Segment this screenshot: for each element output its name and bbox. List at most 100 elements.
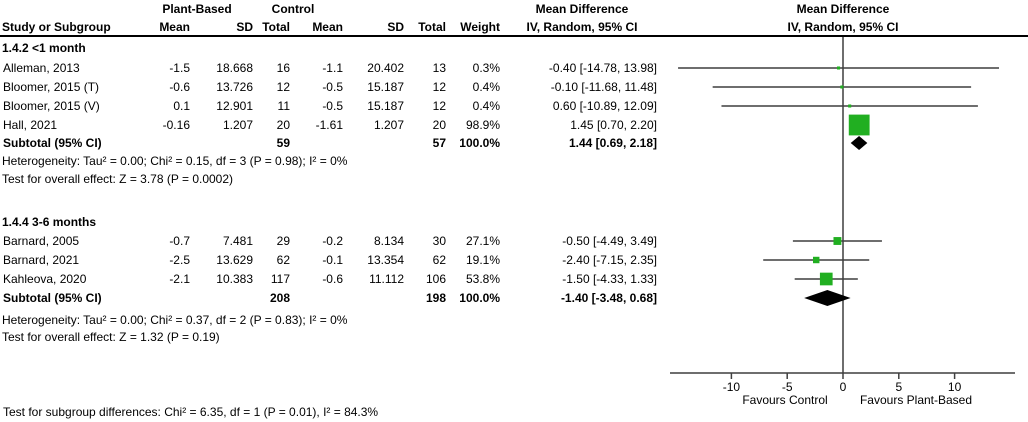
treatment-sd-cell: 13.629	[216, 253, 253, 267]
control-mean-cell: -0.5	[322, 99, 343, 113]
control-total-cell: 12	[432, 99, 446, 113]
axis-tick-label: 0	[840, 380, 847, 394]
effect-square	[848, 104, 852, 108]
treatment-sd-cell: 18.668	[216, 61, 253, 75]
effect-square	[833, 237, 842, 245]
subtotal-weight-cell: 100.0%	[459, 291, 500, 305]
treatment-sd-cell: 1.207	[222, 118, 253, 132]
heterogeneity-note: Heterogeneity: Tau² = 0.00; Chi² = 0.37,…	[2, 313, 348, 327]
effect-square	[837, 66, 841, 70]
control-sd-cell: 13.354	[367, 253, 404, 267]
weight-cell: 0.4%	[472, 80, 500, 94]
control-total-cell: 106	[425, 272, 446, 286]
header-divider	[0, 35, 1028, 37]
sd2-column-header: SD	[387, 20, 404, 34]
mean2-column-header: Mean	[312, 20, 343, 34]
control-sd-cell: 8.134	[373, 234, 404, 248]
treatment-mean-cell: -0.6	[169, 80, 190, 94]
subtotal-control-total-cell: 57	[432, 136, 446, 150]
effect-square	[812, 256, 820, 264]
subtotal-label: Subtotal (95% CI)	[3, 291, 102, 305]
control-total-cell: 62	[432, 253, 446, 267]
study-name: Barnard, 2005	[3, 234, 80, 248]
subtotal-ci-text-cell: 1.44 [0.69, 2.18]	[568, 136, 657, 150]
treatment-sd-cell: 7.481	[222, 234, 253, 248]
treatment-sd-cell: 12.901	[216, 99, 253, 113]
total1-column-header: Total	[262, 20, 290, 34]
subgroup-title: 1.4.2 <1 month	[2, 41, 86, 55]
treatment-mean-cell: -2.5	[169, 253, 190, 267]
subgroup-title: 1.4.4 3-6 months	[2, 215, 97, 229]
ci-text-cell: -1.50 [-4.33, 1.33]	[562, 272, 657, 286]
effect-square	[840, 85, 844, 89]
treatment-total-cell: 62	[276, 253, 290, 267]
control-mean-cell: -1.1	[322, 61, 343, 75]
treatment-total-cell: 117	[270, 272, 290, 286]
treatment-mean-cell: 0.1	[173, 99, 190, 113]
overall-effect-note: Test for overall effect: Z = 3.78 (P = 0…	[2, 172, 234, 186]
weight-cell: 98.9%	[465, 118, 500, 132]
subtotal-diamond	[804, 290, 851, 306]
treatment-total-cell: 12	[276, 80, 290, 94]
axis-tick-label: 10	[948, 380, 962, 394]
subtotal-treatment-total-cell: 59	[276, 136, 290, 150]
axis-tick-label: 5	[895, 380, 902, 394]
ci-text-cell: -0.50 [-4.49, 3.49]	[562, 234, 657, 248]
treatment-sd-cell: 13.726	[216, 80, 253, 94]
effect-header-plot: Mean Difference	[796, 2, 890, 16]
axis-tick-label: -5	[782, 380, 793, 394]
weight-cell: 0.3%	[472, 61, 500, 75]
control-sd-cell: 20.402	[367, 61, 404, 75]
effect-header-table: Mean Difference	[535, 2, 629, 16]
heterogeneity-note: Heterogeneity: Tau² = 0.00; Chi² = 0.15,…	[2, 154, 348, 168]
control-sd-cell: 15.187	[367, 80, 404, 94]
ci-text-cell: -0.40 [-14.78, 13.98]	[548, 61, 657, 75]
control-mean-cell: -0.2	[322, 234, 343, 248]
weight-cell: 53.8%	[465, 272, 500, 286]
axis-tick-label: -10	[723, 380, 741, 394]
control-mean-cell: -0.5	[322, 80, 343, 94]
study-table: 1.4.2 <1 month Alleman, 2013 -1.5 18.668 16 -…	[2, 41, 657, 344]
treatment-mean-cell: -0.7	[169, 234, 190, 248]
effect-square	[848, 114, 870, 136]
control-group-header: Control	[271, 2, 315, 16]
treatment-total-cell: 20	[276, 118, 290, 132]
study-name: Bloomer, 2015 (V)	[3, 99, 100, 113]
control-mean-cell: -0.1	[322, 253, 343, 267]
mean1-column-header: Mean	[159, 20, 190, 34]
study-name: Barnard, 2021	[3, 253, 80, 267]
treatment-group-header: Plant-Based	[162, 2, 232, 16]
effect-square	[819, 272, 833, 286]
favours-right-label: Favours Plant-Based	[860, 393, 972, 407]
study-name: Bloomer, 2015 (T)	[3, 80, 100, 94]
weight-cell: 19.1%	[465, 253, 500, 267]
sd1-column-header: SD	[236, 20, 253, 34]
control-mean-cell: -1.61	[315, 118, 343, 132]
ci-text-cell: -2.40 [-7.15, 2.35]	[562, 253, 657, 267]
treatment-mean-cell: -2.1	[169, 272, 190, 286]
study-name: Hall, 2021	[3, 118, 58, 132]
weight-column-header: Weight	[460, 20, 500, 34]
subtotal-label: Subtotal (95% CI)	[3, 136, 102, 150]
study-column-header: Study or Subgroup	[2, 20, 111, 34]
control-sd-cell: 15.187	[367, 99, 404, 113]
ci-column-header: IV, Random, 95% CI	[526, 20, 638, 34]
overall-effect-note: Test for overall effect: Z = 1.32 (P = 0…	[2, 330, 220, 344]
subtotal-weight-cell: 100.0%	[459, 136, 500, 150]
weight-cell: 0.4%	[472, 99, 500, 113]
control-total-cell: 13	[432, 61, 446, 75]
treatment-total-cell: 11	[277, 99, 290, 113]
treatment-mean-cell: -1.5	[169, 61, 190, 75]
ci-plot-header: IV, Random, 95% CI	[787, 20, 899, 34]
control-total-cell: 20	[432, 118, 446, 132]
ci-text-cell: 1.45 [0.70, 2.20]	[570, 118, 657, 132]
subgroup-difference-note: Test for subgroup differences: Chi² = 6.…	[3, 405, 379, 419]
favours-left-label: Favours Control	[742, 393, 827, 407]
control-sd-cell: 11.112	[369, 272, 404, 286]
subtotal-control-total-cell: 198	[425, 291, 446, 305]
total2-column-header: Total	[418, 20, 446, 34]
subtotal-diamond	[850, 136, 868, 150]
treatment-sd-cell: 10.383	[216, 272, 253, 286]
study-name: Kahleova, 2020	[3, 272, 87, 286]
